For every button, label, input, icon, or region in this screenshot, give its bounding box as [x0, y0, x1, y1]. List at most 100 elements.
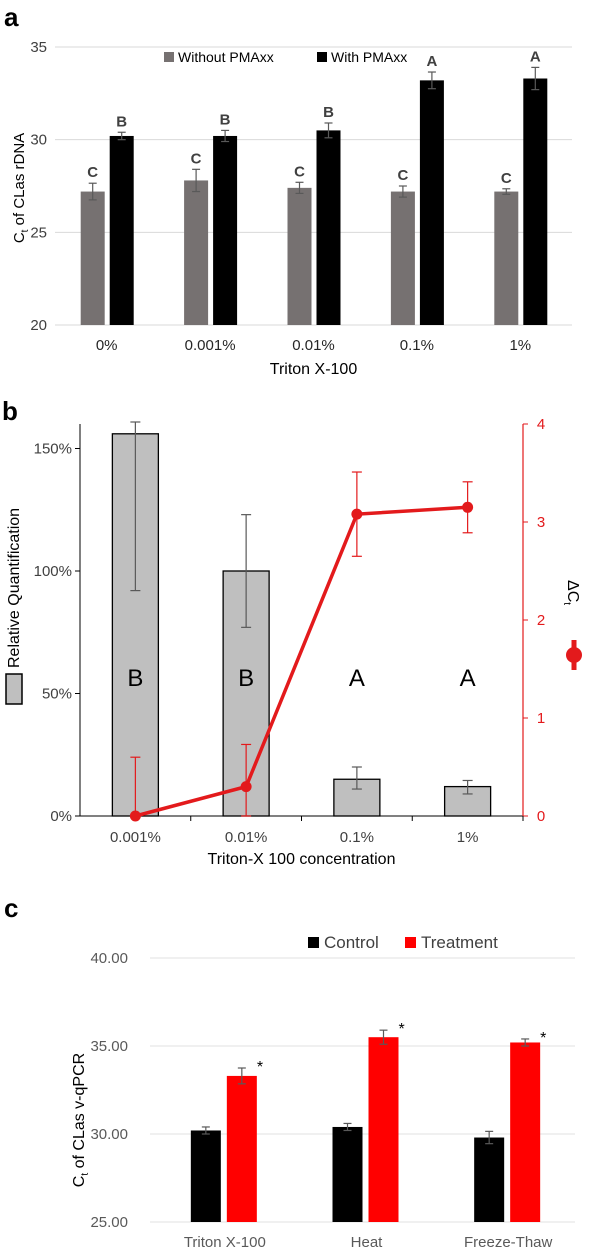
panel-label-c: c	[4, 893, 18, 923]
letter-label-a: C	[501, 170, 512, 187]
right-axis-label-group-b: ΔCt	[561, 580, 582, 670]
x-tick-label-c: Triton X-100	[184, 1234, 266, 1251]
letter-label-a: B	[220, 111, 231, 128]
left-tick-label-b: 50%	[42, 686, 72, 703]
bar-error-b	[351, 766, 362, 790]
x-tick-label-b: 0.001%	[110, 829, 161, 846]
letter-label-a: B	[116, 113, 127, 130]
right-tick-label-b: 1	[537, 710, 545, 727]
letter-label-b: A	[460, 665, 476, 692]
y-axis-label-a: Ct of CLas rDNA	[11, 133, 31, 243]
left-tick-label-b: 150%	[34, 441, 72, 458]
panel-c: c 25.00 30.00 35.00 40.00 Triton X-100 * Heat * F…	[4, 893, 575, 1251]
y-tick-label-a: 25	[30, 224, 47, 241]
letter-label-a: C	[87, 164, 98, 181]
x-tick-label-a: 0.01%	[292, 337, 335, 354]
error-bar-a	[398, 185, 407, 198]
y-tick-label-a: 20	[30, 317, 47, 334]
bar-c	[190, 1130, 221, 1222]
left-tick-label-b: 0%	[50, 808, 72, 825]
error-bar-a	[88, 182, 97, 201]
x-tick-label-a: 0.001%	[185, 337, 236, 354]
letter-label-a: C	[294, 163, 305, 180]
right-tick-label-b: 3	[537, 514, 545, 531]
bar-error-b	[462, 779, 473, 795]
panel-label-a: a	[4, 2, 19, 32]
right-axis-marker-dot-b	[566, 647, 582, 663]
error-bar-a	[117, 131, 126, 141]
bar-c	[332, 1126, 363, 1222]
y-tick-label-c: 35.00	[90, 1038, 128, 1055]
bar-c	[510, 1042, 541, 1222]
legend-label-a: With PMAxx	[331, 49, 407, 65]
letter-label-a: A	[426, 53, 437, 70]
line-error-b	[130, 756, 141, 817]
line-error-b	[351, 471, 362, 557]
letter-label-a: B	[323, 104, 334, 121]
error-bar-a	[192, 168, 201, 193]
y-tick-label-a: 35	[30, 39, 47, 56]
significance-mark-c: *	[257, 1059, 263, 1076]
delta-ct-line-b	[134, 505, 468, 818]
bar-a	[184, 180, 209, 325]
legend-swatch-a	[317, 52, 327, 62]
significance-mark-c: *	[399, 1021, 405, 1038]
right-tick-label-b: 2	[537, 612, 545, 629]
y-tick-label-c: 40.00	[90, 950, 128, 967]
left-tick-label-b: 100%	[34, 563, 72, 580]
bar-a	[287, 187, 312, 325]
bar-c	[474, 1137, 505, 1222]
panel-a: a 20 25 30 35 0% C B 0.001% C B 0.01% C B 0.1% C A 1% C A Wi…	[4, 2, 572, 378]
bar-a	[80, 191, 105, 325]
x-tick-label-b: 1%	[457, 829, 479, 846]
letter-label-b: B	[238, 665, 254, 692]
bar-a	[213, 135, 238, 325]
x-tick-label-a: 1%	[509, 337, 531, 354]
bar-a	[523, 78, 548, 325]
letter-label-b: A	[349, 665, 365, 692]
error-bar-a	[531, 66, 540, 91]
x-axis-label-b: Triton-X 100 concentration	[208, 851, 396, 868]
right-tick-label-b: 0	[537, 808, 545, 825]
error-bar-c	[379, 1029, 388, 1045]
x-tick-label-b: 0.01%	[225, 829, 268, 846]
legend-swatch-c	[405, 937, 416, 948]
x-tick-label-a: 0%	[96, 337, 118, 354]
bar-error-b	[241, 514, 252, 628]
bar-a	[390, 191, 415, 325]
x-tick-label-c: Heat	[351, 1234, 384, 1251]
left-axis-label-b: Relative Quantification	[6, 508, 23, 668]
letter-label-b: B	[127, 665, 143, 692]
left-axis-label-group-b: Relative Quantification	[5, 508, 23, 705]
bar-c	[368, 1037, 399, 1222]
error-bar-c	[343, 1122, 352, 1132]
error-bar-a	[221, 129, 230, 143]
error-bar-a	[295, 181, 304, 195]
bar-a	[109, 135, 134, 325]
legend-label-c: Treatment	[421, 933, 498, 952]
error-bar-c	[485, 1130, 494, 1145]
letter-label-a: C	[191, 150, 202, 167]
x-tick-label-b: 0.1%	[340, 829, 374, 846]
y-tick-label-a: 30	[30, 132, 47, 149]
bar-error-b	[130, 421, 141, 592]
right-tick-label-b: 4	[537, 416, 545, 433]
y-tick-label-c: 25.00	[90, 1214, 128, 1231]
panel-b: b 0% 50% 100% 150% 0 1 2 3 4 0.001% B 0.01% B 0.1% A 1% A…	[2, 396, 582, 868]
error-bar-a	[502, 188, 511, 195]
legend-label-a: Without PMAxx	[178, 49, 274, 65]
left-axis-swatch-b	[5, 673, 23, 705]
letter-label-a: A	[530, 48, 541, 65]
bar-c	[226, 1075, 257, 1222]
y-axis-label-c: Ct of CLas v-qPCR	[71, 1053, 91, 1187]
y-tick-label-c: 30.00	[90, 1126, 128, 1143]
error-bar-c	[201, 1126, 210, 1135]
letter-label-a: C	[397, 167, 408, 184]
x-tick-label-c: Freeze-Thaw	[464, 1234, 553, 1251]
legend-swatch-a	[164, 52, 174, 62]
significance-mark-c: *	[540, 1030, 546, 1047]
bar-a	[494, 191, 519, 325]
x-axis-label-a: Triton X-100	[270, 361, 358, 378]
line-error-b	[462, 481, 473, 534]
